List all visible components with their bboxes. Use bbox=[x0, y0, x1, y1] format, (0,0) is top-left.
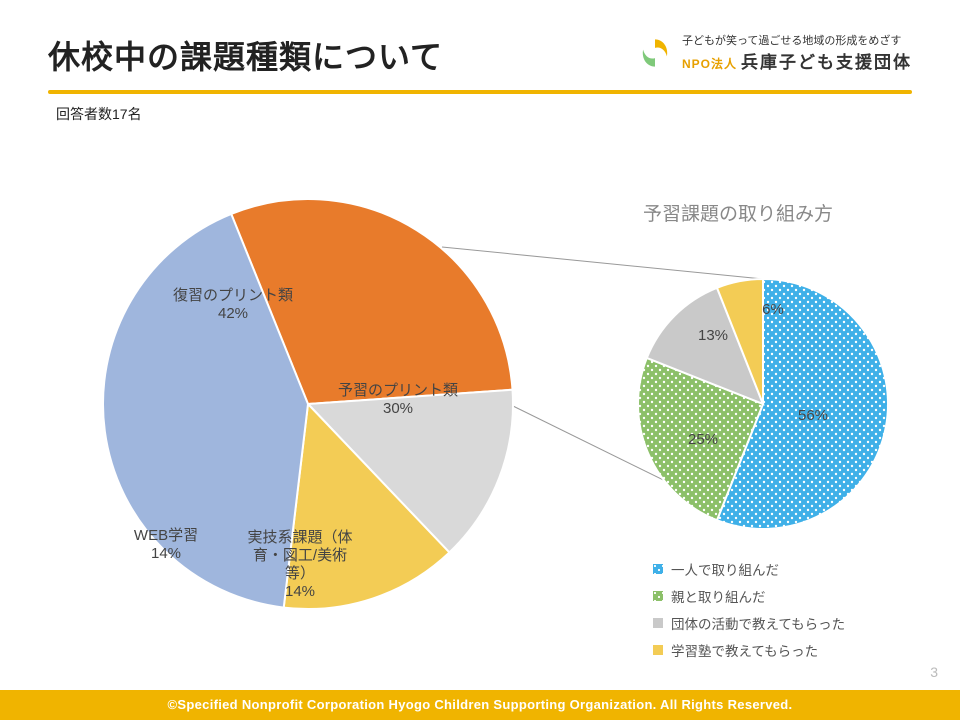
title-underline bbox=[48, 90, 912, 94]
svg-text:56%: 56% bbox=[798, 407, 828, 424]
svg-text:等）: 等） bbox=[285, 564, 315, 582]
svg-text:復習のプリント類: 復習のプリント類 bbox=[173, 287, 293, 304]
legend-item: 親と取り組んだ bbox=[653, 586, 845, 606]
page-title: 休校中の課題種類について bbox=[48, 32, 443, 78]
org-name: 兵庫子ども支援団体 bbox=[741, 53, 912, 72]
org-prefix: NPO法人 bbox=[682, 57, 737, 71]
legend-item: 団体の活動で教えてもらった bbox=[653, 613, 845, 633]
svg-text:42%: 42% bbox=[218, 305, 248, 322]
sub-pie-title: 予習課題の取り組み方 bbox=[643, 199, 833, 226]
footer-copyright: ©Specified Nonprofit Corporation Hyogo C… bbox=[0, 690, 960, 720]
org-logo-icon bbox=[638, 36, 672, 70]
svg-text:予習のプリント類: 予習のプリント類 bbox=[338, 382, 458, 399]
svg-text:実技系課題（体: 実技系課題（体 bbox=[247, 529, 352, 546]
svg-text:25%: 25% bbox=[688, 431, 718, 448]
chart-area: 予習のプリント類30%実技系課題（体育・図工/美術等）14%WEB学習14%復習… bbox=[48, 124, 912, 634]
org-tagline: 子どもが笑って過ごせる地域の形成をめざす bbox=[682, 32, 912, 48]
page-number: 3 bbox=[930, 664, 938, 680]
svg-text:13%: 13% bbox=[698, 327, 728, 344]
svg-text:WEB学習: WEB学習 bbox=[134, 527, 198, 544]
svg-text:14%: 14% bbox=[151, 545, 181, 562]
legend-item: 学習塾で教えてもらった bbox=[653, 640, 845, 660]
svg-text:30%: 30% bbox=[383, 400, 413, 417]
svg-text:育・図工/美術: 育・図工/美術 bbox=[253, 547, 347, 564]
svg-text:6%: 6% bbox=[762, 301, 784, 318]
respondent-count: 回答者数17名 bbox=[56, 104, 912, 124]
org-block: 子どもが笑って過ごせる地域の形成をめざす NPO法人兵庫子ども支援団体 bbox=[638, 32, 912, 73]
svg-text:14%: 14% bbox=[285, 583, 315, 600]
sub-pie-legend: 一人で取り組んだ親と取り組んだ団体の活動で教えてもらった学習塾で教えてもらった bbox=[653, 559, 845, 667]
legend-item: 一人で取り組んだ bbox=[653, 559, 845, 579]
